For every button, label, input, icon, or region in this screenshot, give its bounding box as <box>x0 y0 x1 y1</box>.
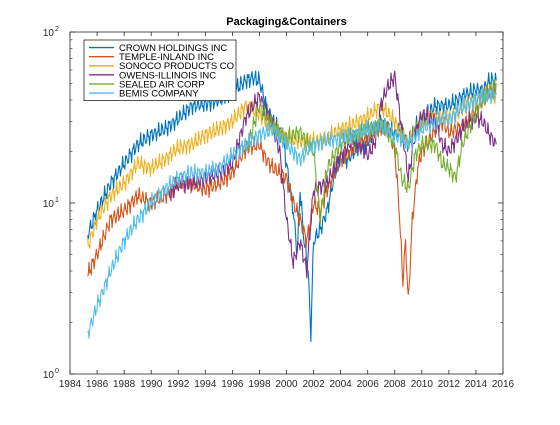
axis-ticks: 1984 1986 1988 1990 1992 1994 1996 1998 2000 2002… <box>43 26 515 390</box>
x-tick-label: 1996 <box>221 379 244 390</box>
x-tick-label: 2010 <box>411 379 434 390</box>
legend-label: SONOCO PRODUCTS CO <box>119 61 234 72</box>
legend-label: SEALED AIR CORP <box>119 79 205 90</box>
chart-title: Packaging&Containers <box>226 16 346 28</box>
x-tick-label: 2000 <box>275 379 298 390</box>
series-line-6 <box>87 86 497 339</box>
x-tick-label: 1998 <box>248 379 271 390</box>
y-tick-exponent: 2 <box>55 26 59 33</box>
x-tick-label: 1990 <box>140 379 163 390</box>
plot-frame <box>69 31 504 375</box>
x-tick-label: 1988 <box>113 379 136 390</box>
x-tick-label: 2002 <box>302 379 325 390</box>
legend-label: BEMIS COMPANY <box>119 88 199 99</box>
x-tick-label: 2004 <box>330 379 353 390</box>
y-tick-exponent: 1 <box>55 197 59 204</box>
x-tick-label: 2016 <box>492 379 515 390</box>
y-tick-label: 10 <box>43 199 55 210</box>
x-tick-label: 1984 <box>59 379 82 390</box>
legend-label: CROWN HOLDINGS INC <box>119 43 227 54</box>
legend-label: OWENS-ILLINOIS INC <box>119 70 216 81</box>
x-tick-label: 2014 <box>465 379 488 390</box>
series-line-1 <box>87 70 497 343</box>
x-tick-label: 2008 <box>384 379 407 390</box>
legend-label: TEMPLE-INLAND INC <box>119 52 214 63</box>
x-tick-label: 2012 <box>438 379 461 390</box>
y-tick-label: 10 <box>43 370 55 381</box>
series-line-4 <box>168 70 497 279</box>
y-tick-exponent: 0 <box>55 368 59 375</box>
x-tick-label: 1992 <box>167 379 190 390</box>
x-tick-label: 1986 <box>86 379 109 390</box>
x-tick-label: 1994 <box>194 379 217 390</box>
y-tick-label: 10 <box>43 28 55 39</box>
legend-box <box>83 39 237 101</box>
series-layer <box>87 70 497 343</box>
x-tick-label: 2006 <box>357 379 380 390</box>
